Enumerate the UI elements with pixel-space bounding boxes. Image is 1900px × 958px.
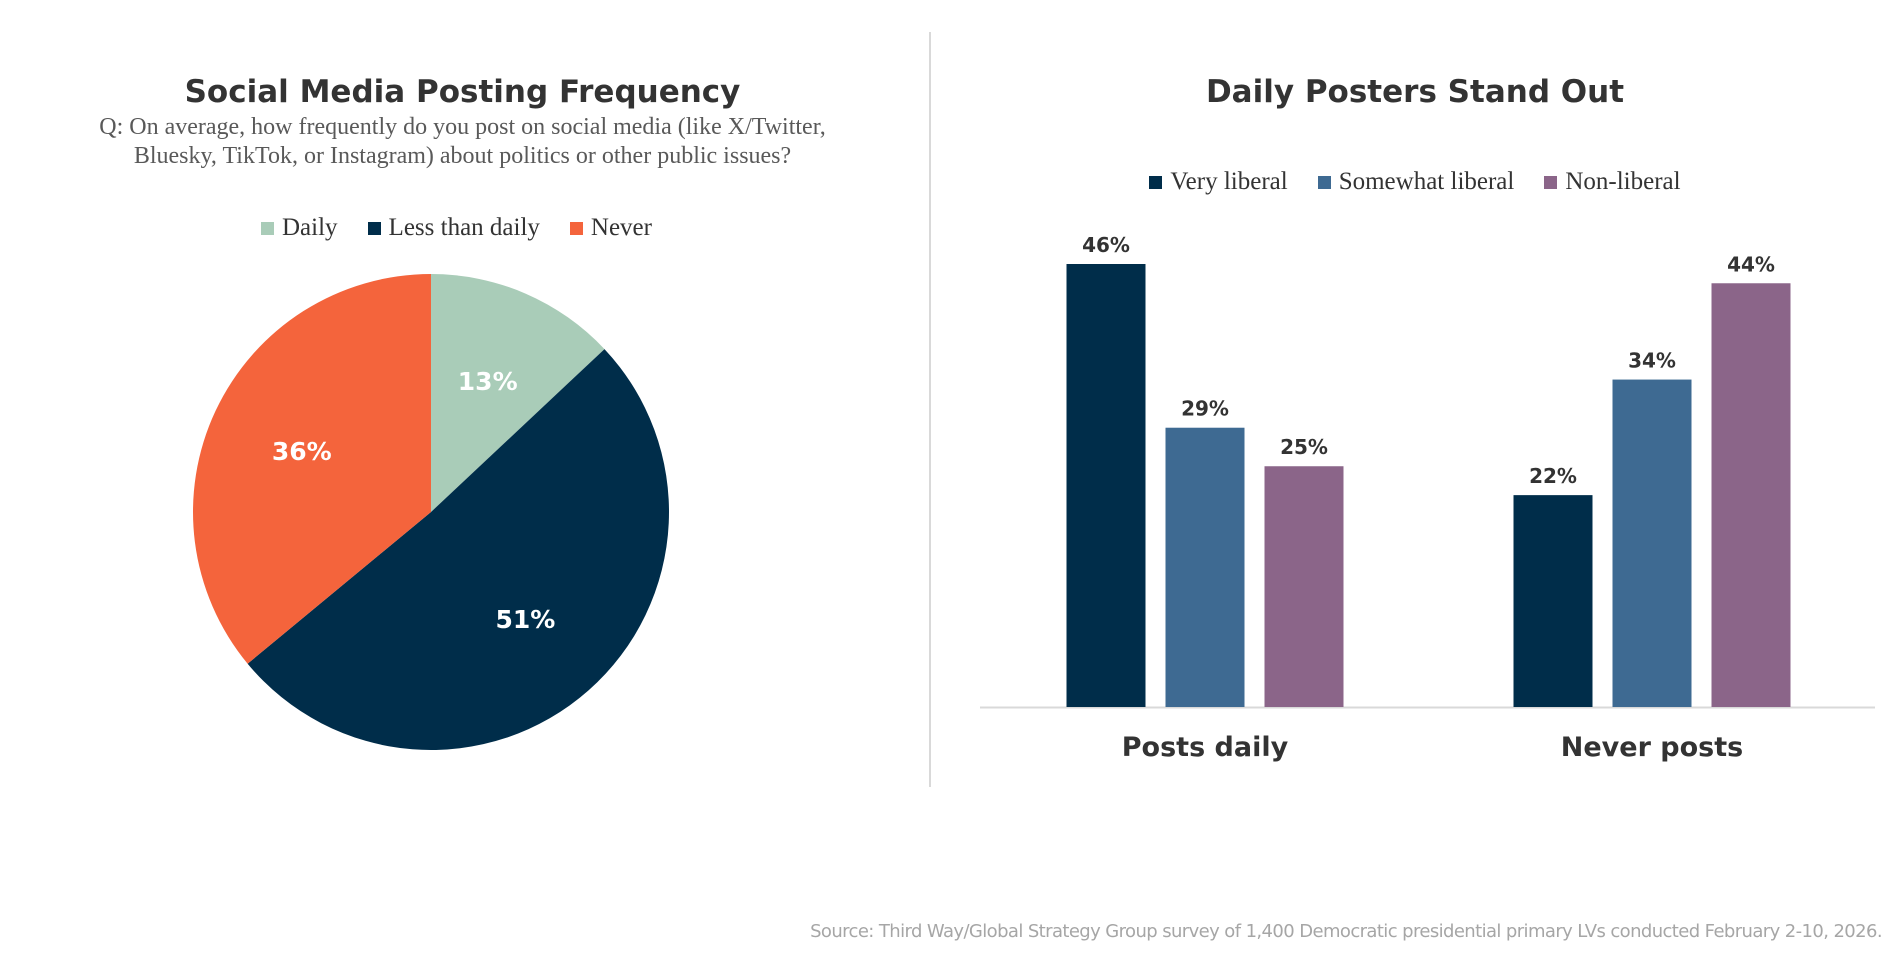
bar-chart: 46% 29% 25% Posts daily 22% 34% 44% Never posts (980, 233, 1875, 763)
pie-chart-question: Q: On average, how frequently do you pos… (0, 113, 925, 171)
legend-label-somewhat-liberal: Somewhat liberal (1338, 168, 1515, 195)
bar-posts-daily-non-liberal (1264, 466, 1344, 707)
legend-item-very-liberal: Very liberal (1149, 168, 1288, 196)
question-line-2: Bluesky, TikTok, or Instagram) about pol… (133, 143, 792, 169)
legend-swatch-non-liberal (1544, 175, 1558, 189)
pie-chart-title: Social Media Posting Frequency (184, 74, 741, 110)
source-note: Source: Third Way/Global Strategy Group … (810, 921, 1883, 942)
legend-swatch-somewhat-liberal (1317, 175, 1331, 189)
legend-swatch-daily (261, 221, 274, 235)
pie-legend: Daily Less than daily Never (0, 214, 925, 242)
legend-item-daily: Daily (261, 214, 338, 242)
panel-divider (929, 32, 931, 787)
bar-label-posts-daily-non-liberal: 25% (1280, 435, 1328, 459)
bar-posts-daily-very-liberal (1066, 264, 1146, 707)
bar-chart-panel: Daily Posters Stand Out Very liberal Som… (930, 0, 1900, 958)
category-label-never-posts: Never posts (1561, 732, 1743, 763)
pie-label-less-than-daily: 51% (496, 605, 556, 634)
legend-item-never: Never (569, 214, 652, 242)
bar-label-never-posts-non-liberal: 44% (1727, 252, 1775, 276)
pie-slice-daily (431, 274, 605, 512)
pie-slice-less-than-daily (247, 349, 669, 750)
bar-label-posts-daily-very-liberal: 46% (1082, 233, 1130, 257)
legend-label-never: Never (590, 214, 652, 241)
legend-item-somewhat-liberal: Somewhat liberal (1317, 168, 1515, 196)
pie-chart-panel: Social Media Posting Frequency Q: On ave… (0, 0, 925, 958)
question-line-1: Q: On average, how frequently do you pos… (99, 114, 826, 140)
bar-chart-title: Daily Posters Stand Out (1205, 74, 1625, 110)
legend-label-non-liberal: Non-liberal (1565, 168, 1681, 195)
bar-legend: Very liberal Somewhat liberal Non-libera… (930, 168, 1900, 196)
pie-chart: 13% 51% 36% (193, 274, 669, 750)
legend-label-less-than-daily: Less than daily (388, 214, 540, 241)
pie-label-daily: 13% (458, 367, 518, 396)
legend-label-very-liberal: Very liberal (1170, 168, 1288, 195)
legend-item-non-liberal: Non-liberal (1544, 168, 1681, 196)
bar-never-posts-very-liberal (1513, 495, 1593, 707)
legend-swatch-never (569, 221, 583, 235)
legend-swatch-less-than-daily (367, 221, 381, 235)
bar-label-never-posts-somewhat-liberal: 34% (1628, 349, 1676, 373)
legend-swatch-very-liberal (1149, 175, 1163, 189)
bar-never-posts-somewhat-liberal (1612, 379, 1692, 707)
bar-label-never-posts-very-liberal: 22% (1529, 464, 1577, 488)
legend-item-less-than-daily: Less than daily (367, 214, 540, 242)
bar-posts-daily-somewhat-liberal (1165, 427, 1245, 707)
legend-label-daily: Daily (282, 214, 338, 241)
category-label-posts-daily: Posts daily (1122, 732, 1289, 763)
bar-label-posts-daily-somewhat-liberal: 29% (1181, 397, 1229, 421)
bar-never-posts-non-liberal (1711, 283, 1791, 707)
pie-slice-never (193, 274, 431, 664)
pie-label-never: 36% (272, 437, 332, 466)
